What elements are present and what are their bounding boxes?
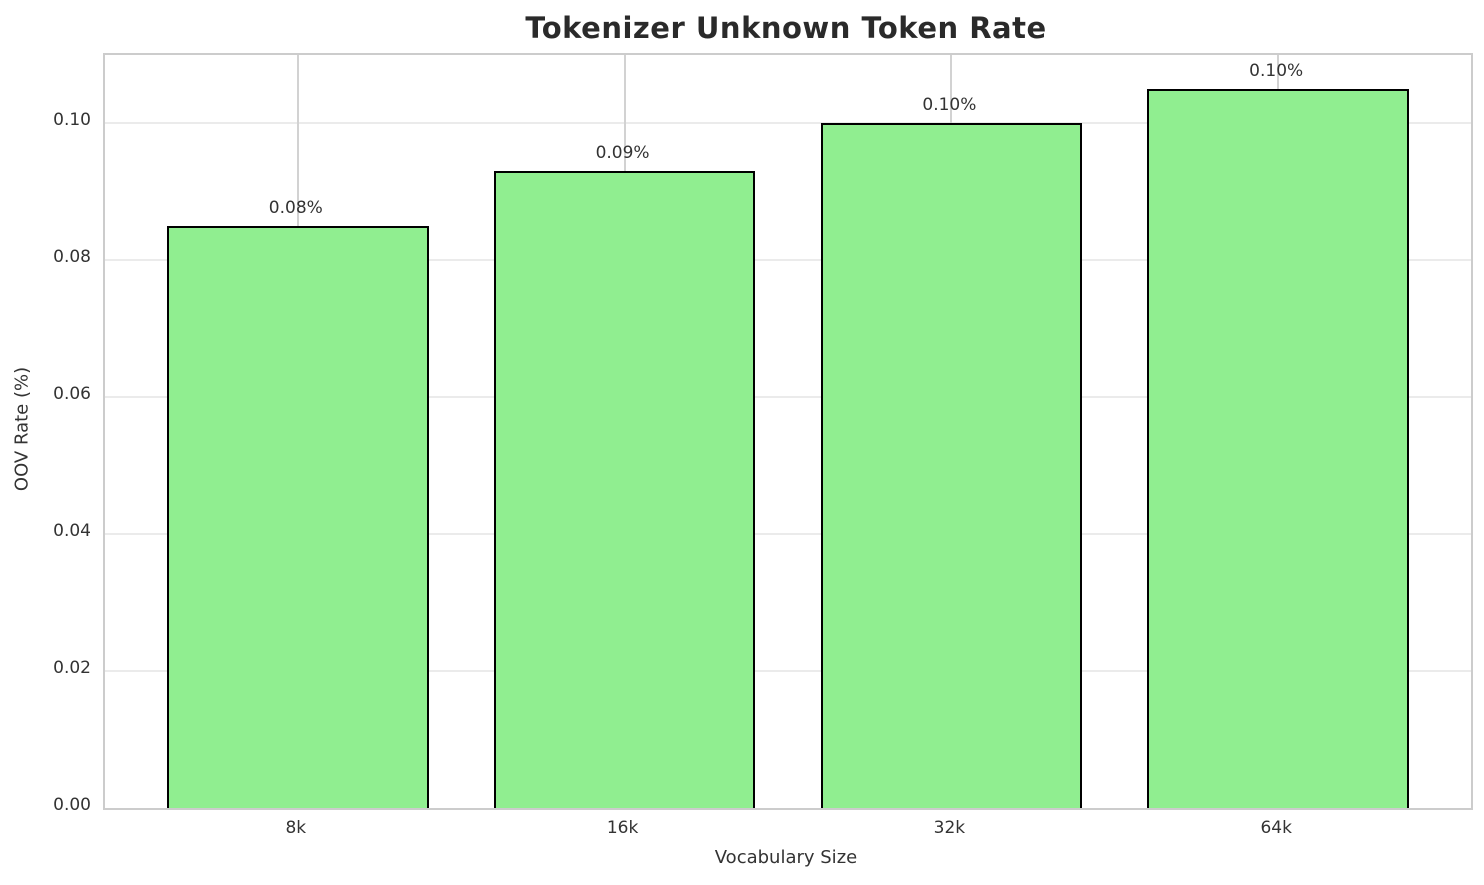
x-tick-label: 32k: [933, 818, 966, 838]
y-gridline: [105, 122, 1471, 125]
y-tick-label: 0.02: [53, 658, 91, 679]
y-gridline: [105, 533, 1471, 536]
bar-value-label: 0.10%: [922, 95, 977, 116]
y-tick-label: 0.08: [53, 247, 91, 268]
y-tick-label: 0.10: [53, 110, 91, 131]
plot-area: [103, 53, 1473, 810]
chart-title: Tokenizer Unknown Token Rate: [525, 11, 1047, 45]
bar: [167, 226, 429, 808]
bar: [1147, 89, 1409, 808]
bar-value-label: 0.10%: [1249, 61, 1304, 82]
y-tick-label: 0.06: [53, 384, 91, 405]
x-tick-label: 16k: [606, 818, 639, 838]
bar: [820, 123, 1083, 808]
y-gridline: [105, 259, 1471, 262]
y-tick-label: 0.00: [53, 795, 91, 815]
x-axis-label: Vocabulary Size: [714, 847, 858, 868]
x-tick-label: 64k: [1260, 818, 1292, 838]
y-tick-label: 0.04: [53, 521, 91, 542]
bar-value-label: 0.08%: [268, 198, 323, 219]
y-gridline: [105, 670, 1471, 673]
bar: [493, 171, 756, 808]
y-gridline: [105, 396, 1471, 399]
y-axis-label: OOV Rate (%): [11, 366, 33, 492]
bar-value-label: 0.09%: [595, 143, 650, 164]
x-tick-label: 8k: [285, 818, 307, 838]
